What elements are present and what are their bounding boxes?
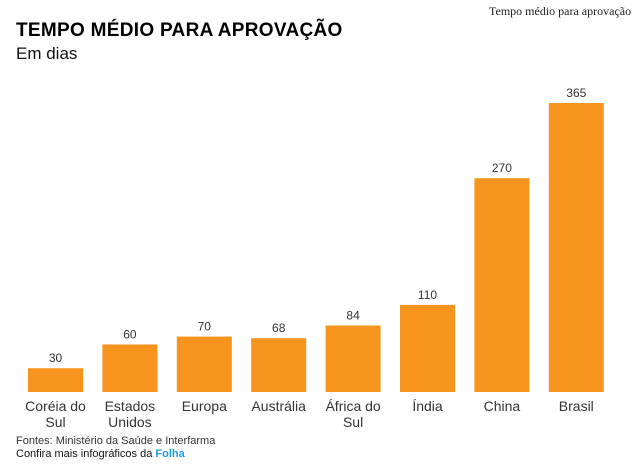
- chart-title: TEMPO MÉDIO PARA APROVAÇÃO: [16, 20, 343, 41]
- category-label: Índia: [412, 398, 443, 414]
- category-label: Unidos: [108, 414, 152, 430]
- category-label: Sul: [45, 414, 65, 430]
- bar: [325, 325, 381, 392]
- bar: [28, 368, 83, 392]
- category-label: China: [484, 398, 521, 414]
- category-label: Brasil: [559, 398, 594, 414]
- category-label: Sul: [343, 414, 363, 430]
- data-label: 270: [492, 161, 512, 175]
- category-label: Europa: [182, 398, 227, 414]
- chart-subtitle: Em dias: [16, 44, 78, 63]
- image-alt-text: Tempo médio para aprovação: [489, 4, 632, 18]
- more-text: Confira mais infográficos da: [16, 448, 153, 460]
- bar: [251, 338, 307, 392]
- category-label: Austrália: [251, 398, 306, 414]
- category-label: África do: [325, 398, 380, 414]
- more-infographics: Confira mais infográficos da Folha: [16, 448, 185, 460]
- data-label: 30: [49, 351, 63, 365]
- data-label: 70: [198, 320, 212, 334]
- data-label: 60: [123, 327, 137, 341]
- bar: [400, 304, 455, 392]
- bar: [474, 178, 530, 392]
- data-label: 68: [272, 321, 286, 335]
- bar: [548, 103, 604, 392]
- data-label: 365: [566, 86, 586, 100]
- category-label: Coréia do: [25, 398, 86, 414]
- category-label: Estados: [105, 398, 156, 414]
- bar: [102, 344, 158, 392]
- data-label: 84: [346, 308, 360, 322]
- source-note: Fontes: Ministério da Saúde e Interfarma: [16, 435, 216, 447]
- folha-link[interactable]: Folha: [155, 448, 185, 460]
- data-label: 110: [418, 288, 437, 302]
- bar: [176, 336, 232, 392]
